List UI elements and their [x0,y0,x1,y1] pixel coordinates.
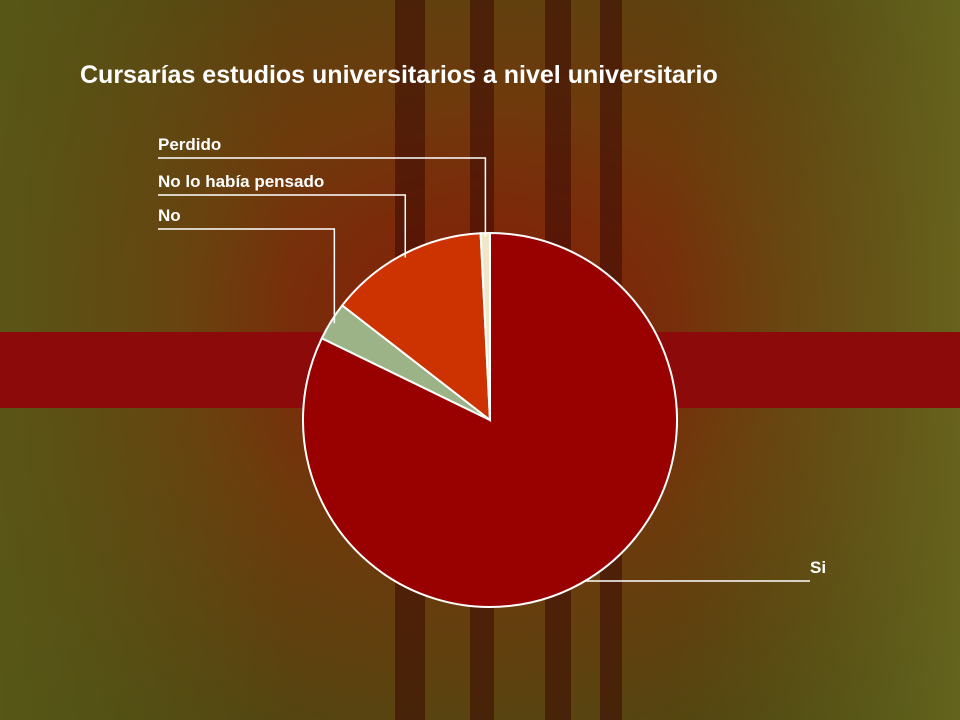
leader-line [158,228,336,324]
leader-line [158,157,487,237]
chart-title: Cursarías estudios universitarios a nive… [80,61,718,89]
slice-label: No lo había pensado [158,172,324,191]
pie-slice [340,232,492,423]
slice-label: No [158,206,181,225]
leader-line [158,194,407,258]
slice-label: Perdido [158,135,221,154]
slice-label: Si [810,558,826,577]
